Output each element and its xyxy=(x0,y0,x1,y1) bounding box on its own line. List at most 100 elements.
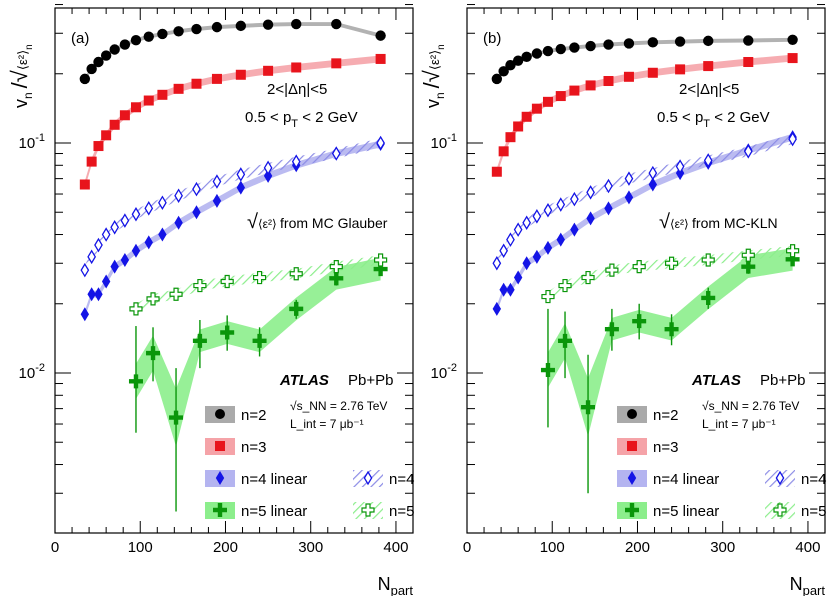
legend-item-n-4-linear: n=4 linear xyxy=(205,470,307,488)
point-n-4-linear xyxy=(236,180,246,195)
point-n-3 xyxy=(291,62,302,73)
svg-text:vn/√⟨ε²⟩n: vn/√⟨ε²⟩n xyxy=(419,44,447,108)
point-n-3 xyxy=(119,110,130,121)
point-n-3 xyxy=(569,85,580,96)
point-n-2 xyxy=(86,63,97,75)
point-n-2 xyxy=(375,30,386,41)
legend-label: n=4 linear xyxy=(241,471,307,488)
cut-eta: 2<|Δη|<5 xyxy=(679,81,739,98)
point-n-5-linear xyxy=(604,322,619,337)
legend-item-n-3: n=3 xyxy=(617,438,678,456)
point-n-2 xyxy=(143,31,154,42)
svg-text:vn/√⟨ε²⟩n: vn/√⟨ε²⟩n xyxy=(7,44,35,108)
point-n-4-linear xyxy=(101,274,111,289)
x-axis-label: Npart xyxy=(790,574,826,596)
point-n-5 xyxy=(146,292,160,306)
legend-item-n-5: n=5 xyxy=(353,502,414,520)
point-n-3 xyxy=(542,96,553,107)
point-n-2 xyxy=(109,44,120,55)
point-n-5 xyxy=(541,289,555,304)
legend-marker xyxy=(363,470,373,486)
point-n-4-linear xyxy=(522,256,531,271)
legend-label: n=4 linear xyxy=(653,471,719,488)
legend-marker xyxy=(361,503,375,517)
point-n-5 xyxy=(558,278,572,293)
y-tick-label: 10-2 xyxy=(431,362,457,382)
point-n-4 xyxy=(263,160,273,176)
energy-label: √s_NN = 2.76 TeV xyxy=(290,399,387,413)
point-n-2 xyxy=(100,50,112,61)
point-n-5 xyxy=(786,244,800,258)
y-tick-label: 10-1 xyxy=(431,132,457,152)
point-n-5 xyxy=(129,302,143,316)
point-n-5 xyxy=(664,256,679,270)
point-n-5-linear xyxy=(540,363,555,378)
point-n-4 xyxy=(144,201,154,216)
model-note: √⟨ε²⟩ from MC Glauber xyxy=(247,211,388,233)
x-axis-label: Npart xyxy=(378,574,414,596)
point-n-4-linear xyxy=(624,190,634,205)
point-n-5-linear xyxy=(252,333,267,348)
point-n-3 xyxy=(157,89,168,100)
band-n-5-linear xyxy=(135,257,381,447)
point-n-3 xyxy=(93,141,104,152)
point-n-4 xyxy=(570,191,579,207)
legend-marker xyxy=(215,471,225,485)
point-n-4 xyxy=(110,220,120,235)
point-n-3 xyxy=(675,64,686,75)
point-n-5-linear xyxy=(785,252,800,267)
legend-label: n=5 xyxy=(801,503,826,520)
point-n-3 xyxy=(375,53,386,64)
x-tick-label: 0 xyxy=(51,539,59,556)
point-n-3 xyxy=(191,78,202,89)
point-n-4-linear xyxy=(212,193,222,208)
legend: n=2 n=3 n=4 linear n=5 linear n=4 n=5 xyxy=(205,406,414,520)
point-n-4 xyxy=(158,195,167,210)
point-n-5 xyxy=(193,278,207,293)
point-n-2 xyxy=(191,23,202,35)
legend: n=2 n=3 n=4 linear n=5 linear n=4 n=5 xyxy=(617,406,826,520)
point-n-4-linear xyxy=(94,287,103,302)
point-n-5-linear xyxy=(741,259,756,274)
legend-label: n=5 linear xyxy=(241,503,307,520)
point-n-3 xyxy=(79,179,90,190)
point-n-4 xyxy=(513,222,523,237)
point-n-3 xyxy=(585,80,596,91)
point-n-5-linear xyxy=(632,314,647,329)
point-n-3 xyxy=(531,103,542,114)
legend-item-n-5-linear: n=5 linear xyxy=(205,502,307,520)
point-n-4 xyxy=(120,213,130,228)
point-n-4-linear xyxy=(110,259,119,274)
legend-label: n=4 xyxy=(801,471,826,488)
point-n-2 xyxy=(623,38,635,49)
point-n-5-linear xyxy=(128,374,143,389)
x-tick-label: 200 xyxy=(213,539,238,556)
point-n-3 xyxy=(603,76,614,87)
point-n-4-linear xyxy=(506,282,515,297)
point-n-2 xyxy=(331,18,342,30)
point-n-4-linear xyxy=(158,227,167,242)
legend-marker xyxy=(627,441,637,451)
legend-label: n=4 xyxy=(389,471,414,488)
experiment-label: ATLAS xyxy=(279,372,329,389)
point-n-4 xyxy=(499,243,509,259)
point-n-5 xyxy=(252,270,267,285)
system-label: Pb+Pb xyxy=(348,372,393,389)
point-n-5-linear xyxy=(329,271,344,286)
point-n-4-linear xyxy=(556,232,565,247)
point-n-4 xyxy=(174,188,183,203)
point-n-5-linear xyxy=(558,333,573,348)
y-tick-label: 10-1 xyxy=(19,132,45,152)
point-n-5-linear xyxy=(146,346,161,361)
point-n-2 xyxy=(531,48,543,59)
point-n-4 xyxy=(648,165,658,181)
point-n-3 xyxy=(143,95,154,106)
point-n-5 xyxy=(169,287,183,301)
point-n-5 xyxy=(701,253,715,267)
legend-item-n-2: n=2 xyxy=(617,406,678,424)
point-n-3 xyxy=(787,53,798,64)
point-n-4-linear xyxy=(80,307,90,322)
point-n-2 xyxy=(157,28,168,40)
point-n-4-linear xyxy=(492,301,502,316)
